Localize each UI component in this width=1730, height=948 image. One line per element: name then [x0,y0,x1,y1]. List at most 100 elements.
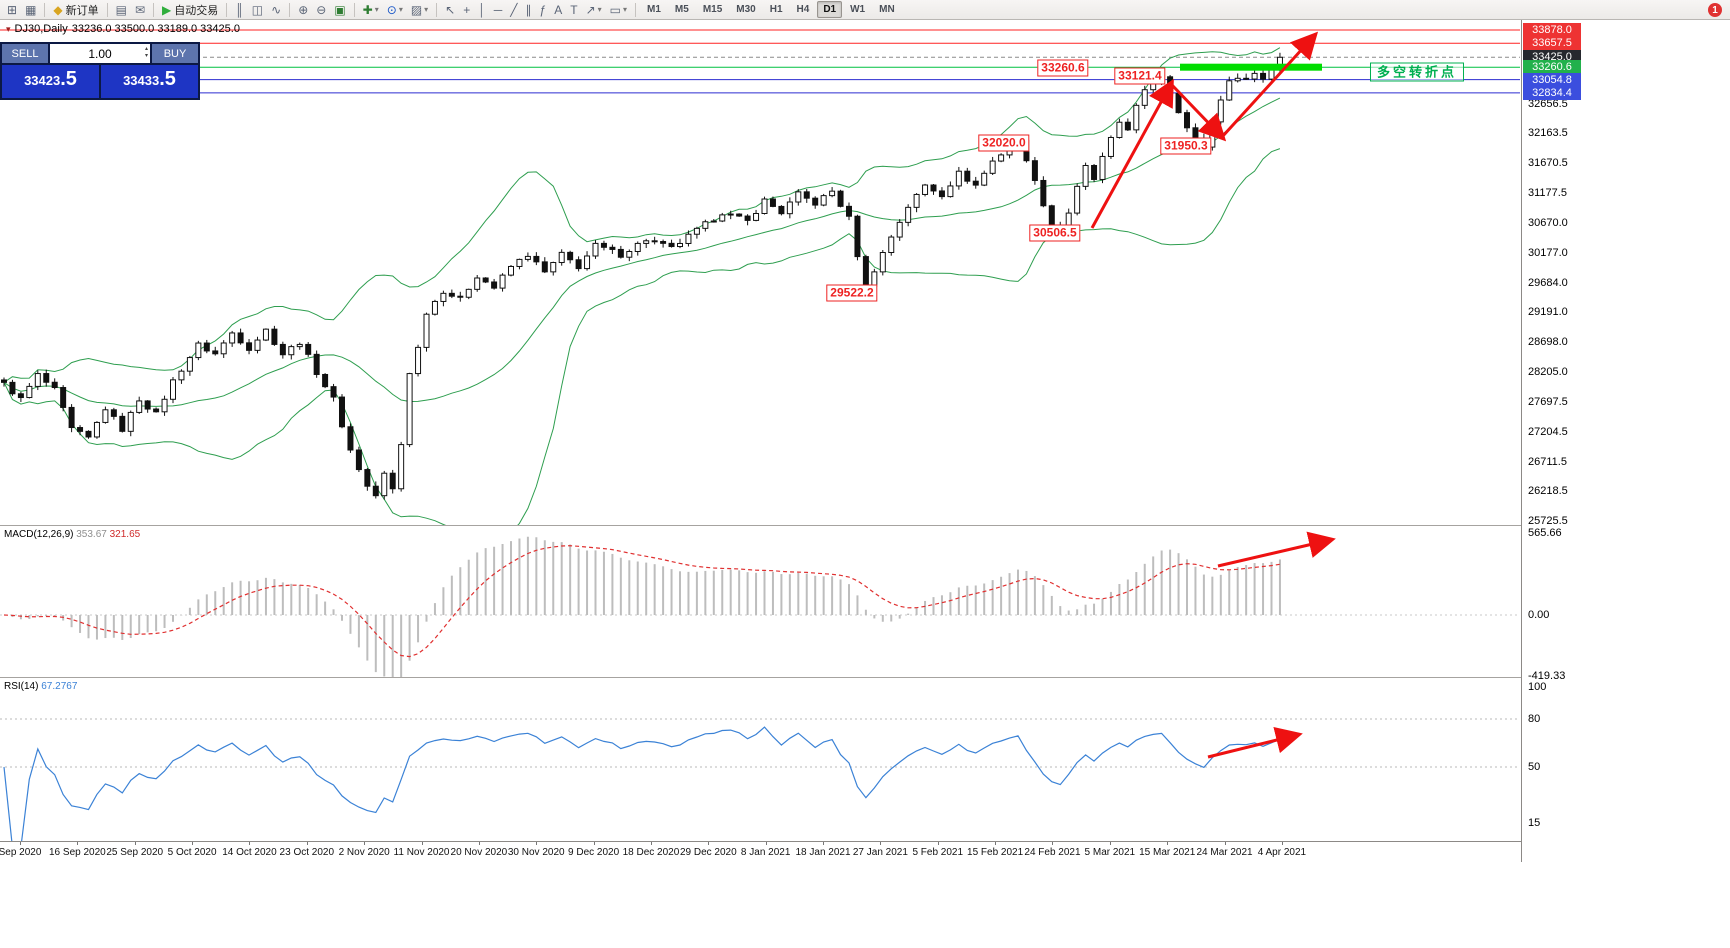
news[interactable]: ✉ [131,0,149,19]
timeframe-m5[interactable]: M5 [674,4,689,15]
macd-svg[interactable] [0,527,1520,677]
candlestick-type-icon: ◫ [251,2,264,17]
line-chart-type[interactable]: ∿ [267,0,285,19]
cursor-icon: ↖ [445,2,456,17]
vertical-line-tool-icon: │ [478,2,486,17]
rsi-value: 67.2767 [41,681,78,692]
horizontal-line-tool[interactable]: ─ [490,0,507,19]
macd-scale-label: 0.00 [1528,609,1550,621]
main-chart-svg[interactable] [0,20,1520,525]
rsi-scale-label: 50 [1528,761,1541,773]
tile-windows[interactable]: ▣ [330,0,349,19]
shapes-tool[interactable]: ▭ ▾ [606,0,631,19]
timeframe-w1[interactable]: W1 [850,4,866,15]
horizontal-line-tool-icon: ─ [493,2,503,17]
vertical-line-tool[interactable]: │ [474,0,490,19]
toolbar-separator [44,2,46,17]
period-selector[interactable]: ⊙ ▾ [383,0,407,19]
price-tag-33054.8: 33054.8 [1523,72,1581,87]
arrows-tool[interactable]: ↗ ▾ [582,0,606,19]
price-tick: 27204.5 [1528,426,1568,439]
price-tick: 32656.5 [1528,97,1568,110]
price-callout-33260.6[interactable]: 33260.6 [1037,59,1089,77]
volume-down-icon[interactable]: ▾ [144,53,148,59]
turning-point-note[interactable]: 多空转折点 [1369,62,1465,82]
new-chart[interactable]: ⊞ [3,0,21,19]
buy-price[interactable]: 33433.5 [101,65,198,98]
crosshair[interactable]: + [459,0,474,19]
timeframe-m15[interactable]: M15 [702,4,723,15]
date-tick [1052,842,1054,845]
timeframe-h4[interactable]: H4 [796,4,810,15]
date-label: 2 Nov 2020 [338,847,390,858]
text-tool[interactable]: A [550,0,566,19]
new-order-icon: ◆ [53,2,63,17]
date-axis[interactable]: Sep 2020 16 Sep 2020 25 Sep 2020 5 Oct 2020… [0,841,1730,863]
toolbar-separator [635,2,636,17]
rsi-svg[interactable] [0,679,1520,841]
price-callout-29522.2[interactable]: 29522.2 [826,284,878,302]
sell-price[interactable]: 33423.5 [2,65,99,98]
date-label: 25 Sep 2020 [106,847,164,858]
price-tag-33260.6: 33260.6 [1523,60,1581,75]
volume-spinner[interactable]: ▴ ▾ [145,46,148,60]
date-tick [536,842,538,845]
date-label: 15 Feb 2021 [967,847,1024,858]
price-callout-30506.5[interactable]: 30506.5 [1029,224,1081,242]
price-callout-33121.4[interactable]: 33121.4 [1114,67,1166,85]
date-tick [995,842,997,845]
price-tick: 28698.0 [1528,336,1568,349]
arrows-tool-dropdown-icon: ▾ [597,5,602,14]
chart-title: ▾ DJ30,Daily 33236.0 33500.0 33189.0 334… [6,23,240,35]
price-tick: 30670.0 [1528,217,1568,230]
zoom-in-icon: ⊕ [298,2,309,17]
date-label: 16 Sep 2020 [49,847,106,858]
timeframe-m30[interactable]: M30 [736,4,756,15]
zoom-in[interactable]: ⊕ [294,0,312,19]
rsi-name: RSI(14) [4,681,39,692]
fibonacci-tool[interactable]: ƒ [536,0,551,19]
date-tick [1167,842,1169,845]
macd-signal-line [3,545,1280,658]
volume-input[interactable]: 1.00 ▴ ▾ [50,44,150,63]
timeframe-mn[interactable]: MN [879,4,895,15]
cursor[interactable]: ↖ [441,0,459,19]
price-tick: 26218.5 [1528,485,1568,498]
price-tick: 27697.5 [1528,396,1568,409]
date-tick [880,842,882,845]
bollinger-middle-band [3,97,1281,407]
macd-name: MACD(12,26,9) [4,529,74,540]
bar-chart-type-icon: ║ [235,2,244,17]
bollinger-upper-band [3,47,1281,383]
price-callout-31950.3[interactable]: 31950.3 [1160,137,1212,155]
channel-tool[interactable]: ∥ [522,0,536,19]
panel-separator[interactable] [0,525,1730,526]
timeframe-d1[interactable]: D1 [817,1,843,18]
notification-badge[interactable]: 1 [1708,3,1722,17]
volume-up-icon[interactable]: ▴ [144,46,148,52]
timeframe-h1[interactable]: H1 [769,4,783,15]
zoom-out[interactable]: ⊖ [312,0,330,19]
candlestick-type[interactable]: ◫ [248,0,267,19]
price-callout-32020.0[interactable]: 32020.0 [978,134,1030,152]
indicators[interactable]: ✚ ▾ [359,0,383,19]
trendline-tool[interactable]: ╱ [506,0,521,19]
sell-button[interactable]: SELL [2,44,48,63]
panel-separator[interactable] [0,677,1730,678]
toolbar-separator [353,2,355,17]
date-tick [1281,842,1283,845]
timeframe-m1[interactable]: M1 [647,4,661,15]
buy-button[interactable]: BUY [152,44,198,63]
date-tick [823,842,825,845]
autotrading[interactable]: ▶ 自动交易 [158,0,222,19]
chart-profiles[interactable]: ▦ [21,0,40,19]
templates[interactable]: ▨ ▾ [407,0,432,19]
print[interactable]: ▤ [112,0,131,19]
label-tool[interactable]: T [566,0,581,19]
new-order[interactable]: ◆ 新订单 [49,0,102,19]
chart-window[interactable]: ▾ DJ30,Daily 33236.0 33500.0 33189.0 334… [0,20,1730,948]
trade-panel-price-row: 33423.5 33433.5 [2,65,198,98]
bar-chart-type[interactable]: ║ [231,0,248,19]
macd-label: MACD(12,26,9) 353.67 321.65 [4,529,140,540]
price-axis[interactable]: 32656.5 32163.5 31670.5 31177.5 30670.0 30177… [1521,20,1730,862]
